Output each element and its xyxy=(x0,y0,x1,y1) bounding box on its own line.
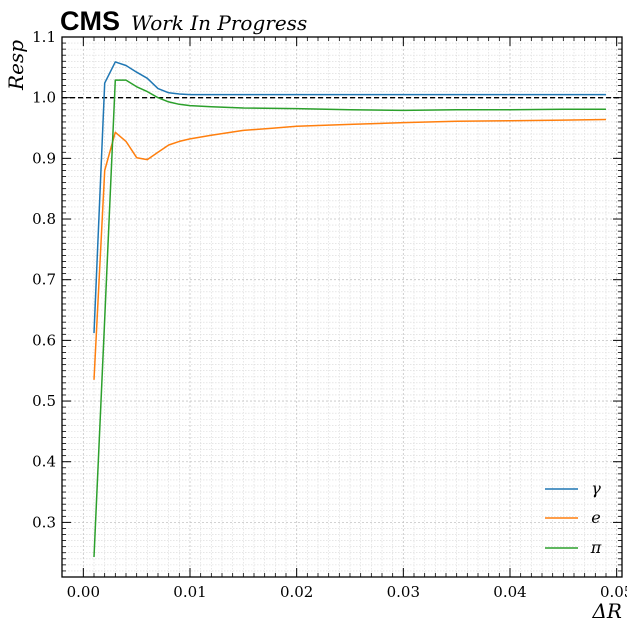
y-tick-label: 0.3 xyxy=(32,513,56,531)
y-tick-label: 0.9 xyxy=(32,149,56,167)
x-tick-label: 0.03 xyxy=(387,583,420,601)
series-line xyxy=(93,118,607,380)
grid xyxy=(62,36,622,577)
legend-label: π xyxy=(590,538,602,557)
y-tick-label: 0.5 xyxy=(32,392,56,410)
x-axis-title: ΔR xyxy=(591,599,622,623)
y-tick-label: 0.6 xyxy=(32,331,56,349)
x-tick-label: 0.02 xyxy=(280,583,313,601)
series-layer xyxy=(93,61,607,558)
y-tick-label: 0.4 xyxy=(32,453,56,471)
y-tick-label: 0.7 xyxy=(32,271,56,289)
legend: γeπ xyxy=(545,479,602,557)
y-tick-label: 1.1 xyxy=(32,28,56,46)
experiment-label: CMS xyxy=(60,6,120,36)
x-tick-label: 0.05 xyxy=(600,583,627,601)
y-tick-label: 0.8 xyxy=(32,210,56,228)
x-tick-label: 0.04 xyxy=(493,583,526,601)
y-tick-label: 1.0 xyxy=(32,89,56,107)
x-tick-label: 0.01 xyxy=(173,583,206,601)
series-line xyxy=(93,61,606,334)
ticks: 0.00 0.01 0.02 0.03 0.04 0.05 0.3 0.4 0.5 0.6 0.7 0… xyxy=(32,28,627,601)
legend-label: γ xyxy=(591,479,601,498)
x-tick-label: 0.00 xyxy=(67,583,100,601)
legend-label: e xyxy=(591,508,600,527)
y-axis-title: Resp xyxy=(4,40,28,91)
status-label: Work In Progress xyxy=(131,11,307,35)
plot-frame xyxy=(61,36,623,578)
series-line xyxy=(93,79,606,558)
